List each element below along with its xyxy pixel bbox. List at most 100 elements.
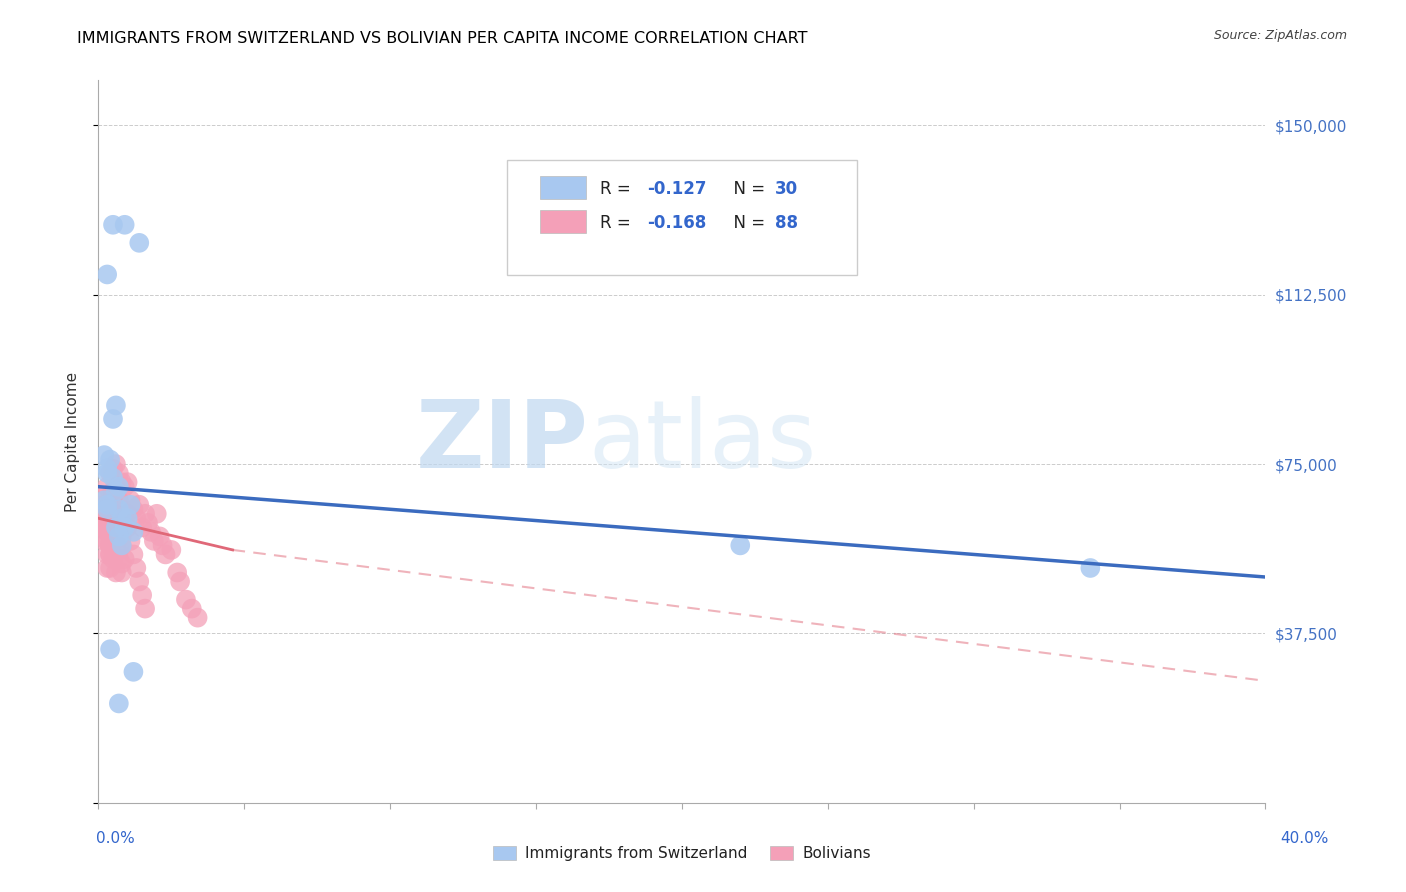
Point: [108, 466, 131, 480]
Point: [101, 461, 124, 475]
Point: [730, 538, 752, 552]
Point: [93, 533, 115, 548]
Point: [111, 557, 134, 571]
Point: [96, 466, 118, 480]
Point: [104, 484, 127, 499]
Point: [187, 610, 209, 624]
Point: [98, 548, 121, 562]
Point: [98, 516, 121, 530]
Point: [128, 498, 150, 512]
Point: [108, 493, 131, 508]
Point: [96, 520, 118, 534]
Point: [128, 574, 150, 589]
Text: N =: N =: [723, 213, 770, 232]
Text: ZIP: ZIP: [416, 395, 589, 488]
Point: [93, 498, 115, 512]
Point: [93, 493, 115, 508]
Point: [114, 552, 136, 566]
Point: [122, 524, 145, 539]
Point: [160, 542, 183, 557]
Point: [93, 511, 115, 525]
Text: 40.0%: 40.0%: [1281, 831, 1329, 846]
Point: [98, 533, 121, 548]
Point: [122, 548, 145, 562]
Point: [117, 520, 139, 534]
Point: [93, 502, 115, 516]
Point: [98, 452, 121, 467]
Point: [96, 533, 118, 548]
Point: [104, 538, 127, 552]
Point: [96, 524, 118, 539]
Point: [111, 566, 134, 580]
Point: [134, 507, 156, 521]
Point: [98, 561, 121, 575]
Point: [104, 529, 127, 543]
Point: [146, 507, 169, 521]
Point: [96, 561, 118, 575]
Point: [142, 533, 165, 548]
Point: [131, 588, 153, 602]
Point: [101, 412, 124, 426]
Point: [104, 507, 127, 521]
Text: -0.168: -0.168: [647, 213, 706, 232]
Point: [120, 533, 142, 548]
Text: 88: 88: [775, 213, 799, 232]
Point: [136, 516, 159, 530]
Point: [96, 520, 118, 534]
Point: [96, 480, 118, 494]
Point: [139, 524, 162, 539]
Point: [125, 511, 148, 525]
Point: [96, 548, 118, 562]
Point: [111, 538, 134, 552]
Point: [169, 574, 191, 589]
Point: [96, 516, 118, 530]
Point: [98, 466, 121, 480]
Point: [101, 493, 124, 508]
Point: [101, 524, 124, 539]
Point: [104, 566, 127, 580]
Point: [108, 480, 131, 494]
Text: 0.0%: 0.0%: [96, 831, 135, 846]
Point: [111, 475, 134, 490]
Point: [117, 507, 139, 521]
Point: [111, 502, 134, 516]
Point: [131, 520, 153, 534]
Point: [104, 398, 127, 412]
Point: [96, 524, 118, 539]
Point: [155, 548, 177, 562]
Point: [96, 268, 118, 282]
Point: [108, 502, 131, 516]
Point: [101, 218, 124, 232]
Text: R =: R =: [600, 213, 637, 232]
Point: [98, 642, 121, 657]
Point: [104, 457, 127, 471]
Point: [114, 218, 136, 232]
Point: [128, 235, 150, 250]
Text: atlas: atlas: [589, 395, 817, 488]
Point: [93, 520, 115, 534]
Point: [96, 498, 118, 512]
Point: [117, 511, 139, 525]
Point: [122, 502, 145, 516]
Point: [96, 461, 118, 475]
Point: [93, 489, 115, 503]
Text: N =: N =: [723, 179, 770, 198]
Point: [108, 524, 131, 539]
Point: [108, 542, 131, 557]
Point: [98, 538, 121, 552]
Text: R =: R =: [600, 179, 637, 198]
Point: [152, 538, 174, 552]
Text: -0.127: -0.127: [647, 179, 706, 198]
Point: [120, 493, 142, 508]
Point: [111, 538, 134, 552]
Point: [104, 520, 127, 534]
FancyBboxPatch shape: [508, 160, 858, 276]
Text: Source: ZipAtlas.com: Source: ZipAtlas.com: [1213, 29, 1347, 42]
Point: [93, 448, 115, 462]
Point: [117, 475, 139, 490]
Point: [98, 502, 121, 516]
Point: [96, 498, 118, 512]
Point: [114, 520, 136, 534]
Point: [98, 538, 121, 552]
FancyBboxPatch shape: [540, 211, 586, 234]
